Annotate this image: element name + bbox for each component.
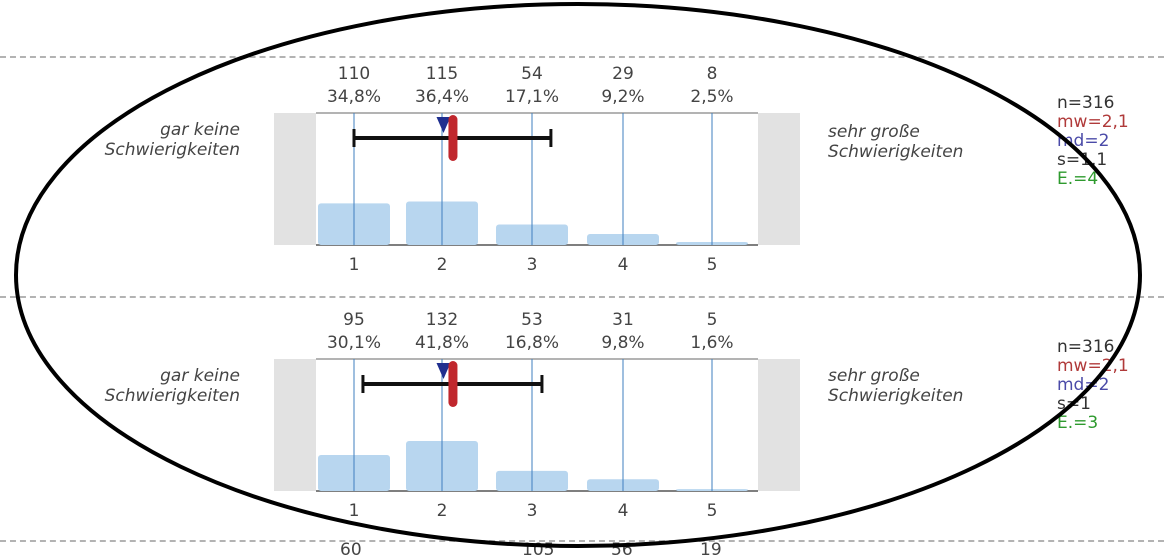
partial-count-label: 19 — [700, 540, 722, 560]
percent-label-5: 1,6% — [690, 333, 733, 353]
count-label-1: 110 — [338, 64, 370, 84]
right-anchor-label: sehr große Schwierigkeiten — [828, 122, 1028, 162]
stats-block-1: n=316 mw=2,1 md=2 s=1,1 E.=4 — [1057, 94, 1129, 189]
category-tick-label-5: 5 — [707, 501, 718, 521]
count-label-5: 5 — [707, 310, 718, 330]
right-anchor-line-2: Schwierigkeiten — [828, 386, 964, 406]
count-label-4: 29 — [612, 64, 634, 84]
left-anchor-label: gar keine Schwierigkeiten — [60, 366, 240, 406]
partial-count-label: 60 — [340, 540, 362, 560]
right-side-panel — [758, 113, 800, 245]
right-anchor-label: sehr große Schwierigkeiten — [828, 366, 1028, 406]
percent-label-4: 9,2% — [601, 87, 644, 107]
category-tick-label-4: 4 — [618, 501, 629, 521]
right-anchor-line-1: sehr große — [828, 122, 920, 142]
right-anchor-line-1: sehr große — [828, 366, 920, 386]
count-label-1: 95 — [343, 310, 365, 330]
mean-marker — [448, 361, 458, 407]
stat-md: md=2 — [1057, 131, 1110, 151]
count-label-3: 53 — [521, 310, 543, 330]
category-tick-label-5: 5 — [707, 255, 718, 275]
partial-count-label: 105 — [522, 540, 555, 560]
category-tick-label-3: 3 — [527, 255, 538, 275]
left-anchor-line-2: Schwierigkeiten — [104, 140, 240, 160]
category-tick-label-1: 1 — [349, 255, 360, 275]
count-label-2: 115 — [426, 64, 458, 84]
left-anchor-line-2: Schwierigkeiten — [104, 386, 240, 406]
left-side-panel — [274, 113, 316, 245]
percent-label-3: 16,8% — [505, 333, 559, 353]
percent-label-5: 2,5% — [690, 87, 733, 107]
stat-s: s=1 — [1057, 394, 1091, 414]
mean-marker — [448, 115, 458, 161]
bar-chart-1: 110 34,8% 115 36,4% 54 17,1% 29 9,2% 8 2,5% 1 2 3 4 5 — [274, 64, 800, 275]
stat-mw: mw=2,1 — [1057, 112, 1129, 132]
stat-md: md=2 — [1057, 375, 1110, 395]
count-label-5: 8 — [707, 64, 718, 84]
left-anchor-line-1: gar keine — [160, 366, 240, 386]
stat-e: E.=3 — [1057, 413, 1099, 433]
percent-label-3: 17,1% — [505, 87, 559, 107]
count-label-2: 132 — [426, 310, 458, 330]
percent-label-1: 34,8% — [327, 87, 381, 107]
category-tick-label-3: 3 — [527, 501, 538, 521]
stat-n: n=316 — [1057, 337, 1115, 357]
percent-label-4: 9,8% — [601, 333, 644, 353]
stat-mw: mw=2,1 — [1057, 356, 1129, 376]
right-anchor-line-2: Schwierigkeiten — [828, 142, 964, 162]
median-marker — [436, 363, 451, 379]
median-marker — [436, 117, 451, 133]
stat-n: n=316 — [1057, 93, 1115, 113]
bar-chart-2: 95 30,1% 132 41,8% 53 16,8% 31 9,8% 5 1,6% 1 2 3 4 5 — [274, 310, 800, 521]
left-anchor-line-1: gar keine — [160, 120, 240, 140]
category-tick-label-4: 4 — [618, 255, 629, 275]
partial-count-label: 56 — [611, 540, 633, 560]
category-tick-label-2: 2 — [437, 501, 448, 521]
category-tick-label-1: 1 — [349, 501, 360, 521]
percent-label-2: 36,4% — [415, 87, 469, 107]
percent-label-1: 30,1% — [327, 333, 381, 353]
percent-label-2: 41,8% — [415, 333, 469, 353]
stat-s: s=1,1 — [1057, 150, 1108, 170]
left-side-panel — [274, 359, 316, 491]
left-anchor-label: gar keine Schwierigkeiten — [60, 120, 240, 160]
stats-block-2: n=316 mw=2,1 md=2 s=1 E.=3 — [1057, 338, 1129, 433]
stat-e: E.=4 — [1057, 169, 1099, 189]
count-label-3: 54 — [521, 64, 543, 84]
count-label-4: 31 — [612, 310, 634, 330]
right-side-panel — [758, 359, 800, 491]
category-tick-label-2: 2 — [437, 255, 448, 275]
